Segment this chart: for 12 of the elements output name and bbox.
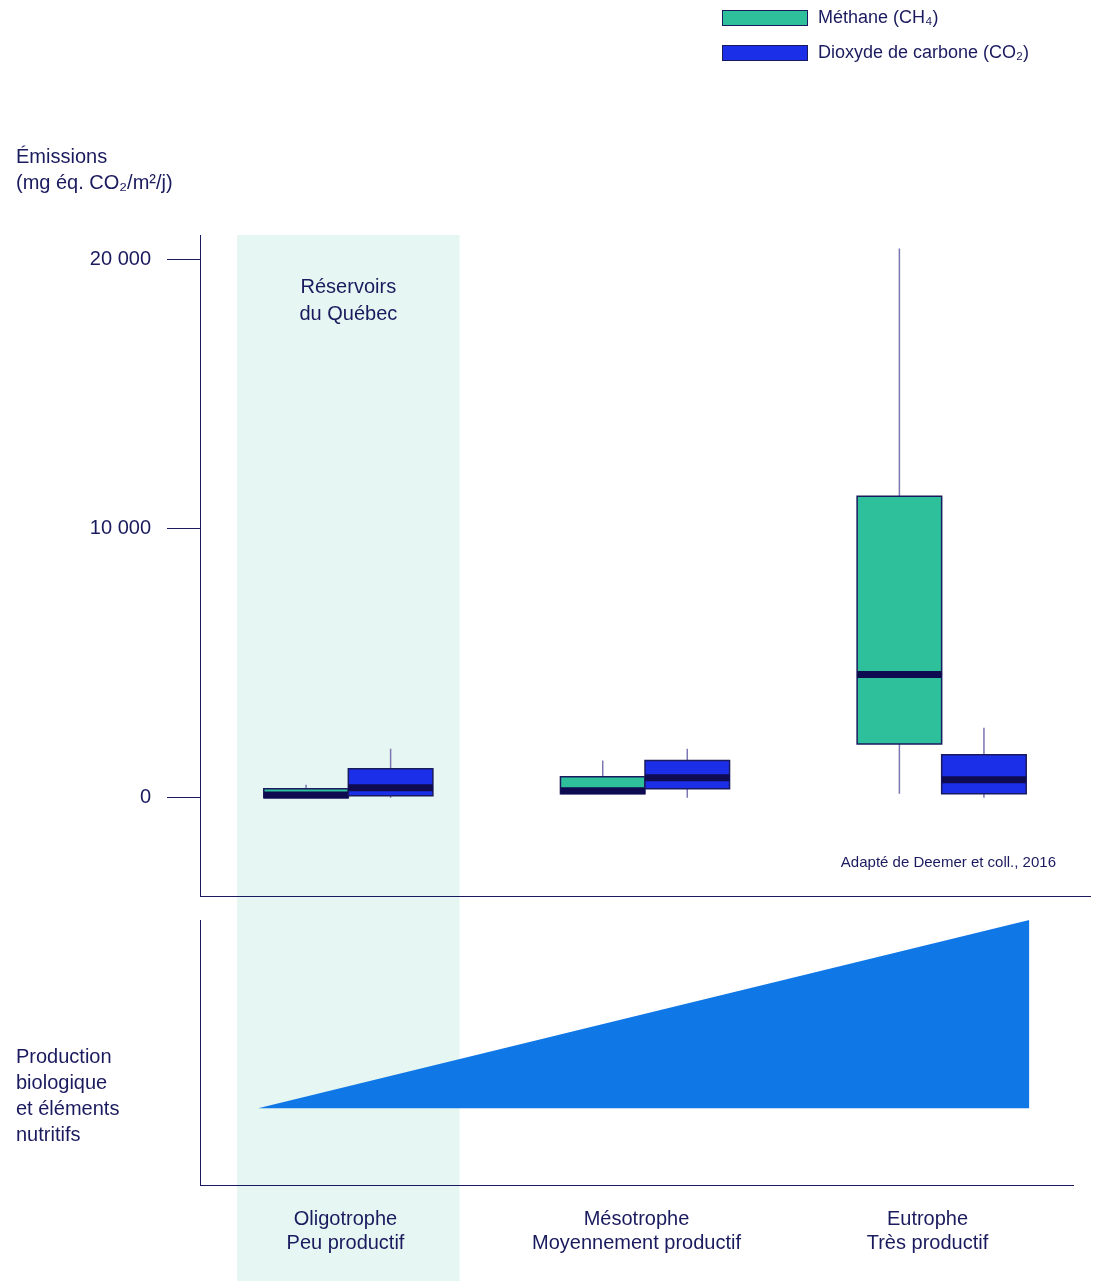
x-tick-label: Mésotrophe Moyennement productif — [531, 1206, 742, 1253]
x-tick-label: Eutrophe Très productif — [866, 1206, 989, 1253]
annotation: Adapté de Deemer et coll., 2016 — [840, 853, 1056, 871]
x-tick-label: Oligotrophe Peu productif — [286, 1206, 405, 1253]
y-tick-label: 10 000 — [89, 515, 151, 538]
y-tick-label: 0 — [139, 785, 151, 808]
legend-label: Méthane (CH₄) — [818, 7, 939, 28]
legend-label: Dioxyde de carbone (CO₂) — [818, 42, 1030, 63]
y-tick-label: 20 000 — [89, 246, 151, 269]
y-axis-title: Émissions (mg éq. CO₂/m²/j) — [16, 144, 173, 195]
y-axis-title: Production biologique et éléments nutritifs — [16, 1044, 120, 1147]
band-label: Réservoirs du Québec — [299, 274, 398, 324]
